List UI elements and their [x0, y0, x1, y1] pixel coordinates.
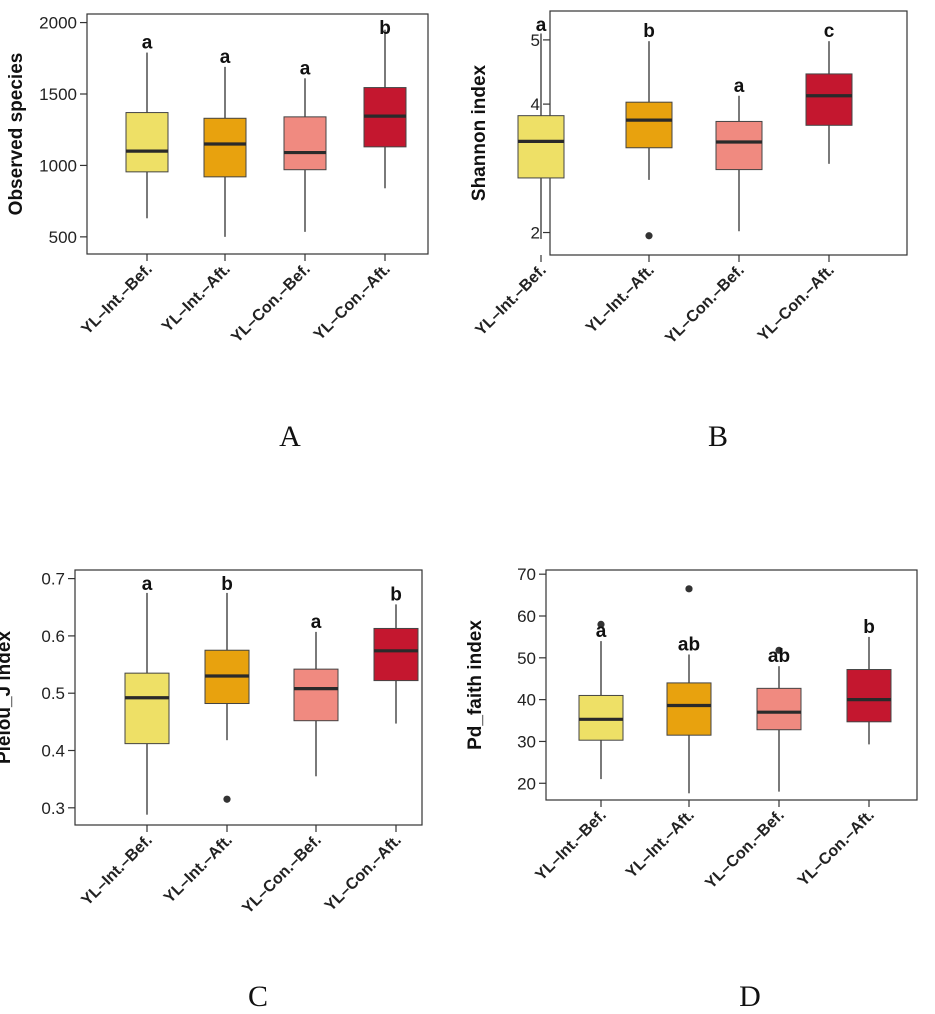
y-tick-label: 0.5	[41, 684, 65, 703]
y-tick-label: 50	[517, 649, 536, 668]
outlier-point	[223, 795, 231, 803]
significance-label: ab	[678, 634, 700, 655]
box-iqr	[125, 112, 169, 173]
panel-letter-d: D	[739, 980, 761, 1013]
chart-panel-d: 20 30 40 50 60 70 Pd_faith index a YL–Int.–Bef. a…	[465, 565, 918, 893]
y-tick-label: 0.3	[41, 799, 65, 818]
y-tick-label: 40	[517, 691, 536, 710]
significance-label: b	[390, 584, 402, 605]
significance-label: b	[643, 21, 655, 42]
box-iqr	[203, 117, 247, 178]
x-category-label: YL–Con.–Aft.	[795, 807, 878, 890]
x-category-label: YL–Int.–Aft.	[159, 261, 234, 336]
significance-label: a	[536, 15, 547, 36]
x-category-label: YL–Con.–Bef.	[662, 262, 748, 348]
box-iqr	[625, 101, 673, 149]
y-tick-label: 0.6	[41, 627, 65, 646]
outlier-point	[775, 646, 783, 654]
box-iqr	[373, 627, 419, 682]
significance-label: b	[221, 574, 233, 595]
x-category-label: YL–Int.–Bef.	[78, 832, 155, 909]
box-iqr	[715, 120, 763, 171]
box-iqr	[517, 115, 565, 179]
y-tick-label: 2	[531, 224, 540, 243]
x-category-label: YL–Con.–Aft.	[322, 832, 405, 915]
x-category-label: YL–Int.–Aft.	[161, 832, 236, 907]
x-category-label: YL–Con.–Bef.	[228, 261, 314, 347]
box-iqr	[283, 116, 327, 171]
box-iqr	[805, 73, 853, 126]
y-axis-title: Pd_faith index	[465, 620, 486, 750]
box-iqr	[124, 672, 170, 745]
y-tick-label: 4	[531, 95, 540, 114]
x-category-label: YL–Int.–Aft.	[623, 807, 698, 882]
y-axis-title: Shannon index	[469, 64, 490, 201]
y-tick-label: 1500	[39, 85, 77, 104]
y-axis-title: Pielou_J index	[0, 631, 15, 764]
y-tick-label: 2000	[39, 14, 77, 33]
significance-label: a	[142, 33, 153, 54]
x-category-label: YL–Con.–Aft.	[311, 261, 394, 344]
box-iqr	[293, 668, 339, 722]
outlier-point	[645, 232, 653, 240]
significance-label: a	[734, 76, 745, 97]
significance-label: a	[300, 58, 311, 79]
y-tick-label: 60	[517, 607, 536, 626]
y-tick-label: 0.4	[41, 742, 65, 761]
significance-label: a	[220, 47, 231, 68]
x-category-label: YL–Con.–Bef.	[702, 807, 788, 893]
significance-label: a	[311, 612, 322, 633]
y-axis-title: Observed species	[6, 53, 27, 216]
panel-letter-b: B	[707, 420, 728, 453]
significance-label: a	[142, 574, 153, 595]
y-tick-label: 0.7	[41, 570, 65, 589]
significance-label: a	[596, 621, 607, 642]
x-category-label: YL–Int.–Bef.	[78, 261, 155, 338]
y-tick-label: 20	[517, 774, 536, 793]
y-tick-label: 1000	[39, 156, 77, 175]
y-tick-label: 5	[531, 31, 540, 50]
chart-panel-c: 0.3 0.4 0.5 0.6 0.7 Pielou_J index a YL–Int.–Be…	[0, 569, 423, 918]
chart-panel-a: 500 1000 1500 2000 Observed species a YL–Int.–…	[6, 13, 429, 347]
x-category-label: YL–Con.–Aft.	[755, 262, 838, 345]
outlier-point	[597, 620, 605, 628]
box-iqr	[756, 687, 802, 731]
significance-label: b	[379, 18, 391, 39]
y-tick-label: 500	[49, 228, 77, 247]
outlier-point	[685, 585, 693, 593]
x-category-label: YL–Int.–Bef.	[472, 262, 549, 339]
x-category-label: YL–Int.–Bef.	[532, 807, 609, 884]
panel-letter-a: A	[279, 420, 301, 453]
chart-panel-b: 2345Shannon indexaYL–Int.–Bef.bYL–Int.–A…	[469, 10, 908, 348]
y-tick-label: 30	[517, 732, 536, 751]
significance-label: b	[863, 617, 875, 638]
y-tick-label: 70	[517, 565, 536, 584]
panel-letter-c: C	[247, 980, 268, 1013]
significance-label: ab	[768, 646, 790, 667]
x-category-label: YL–Int.–Aft.	[583, 262, 658, 337]
significance-label: c	[824, 21, 835, 42]
x-category-label: YL–Con.–Bef.	[239, 832, 325, 918]
box-iqr	[846, 669, 892, 723]
box-iqr	[666, 682, 712, 736]
